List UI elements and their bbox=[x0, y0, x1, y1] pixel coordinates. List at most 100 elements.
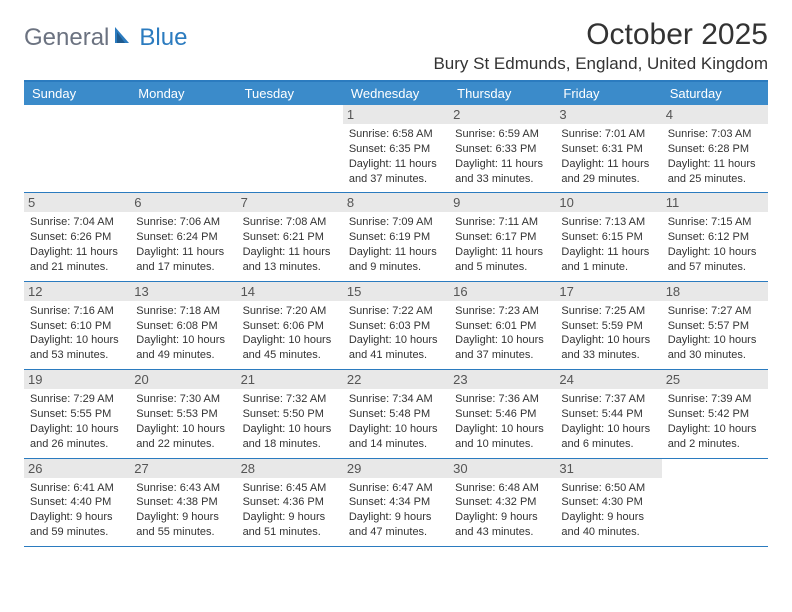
calendar-day-cell: 20Sunrise: 7:30 AMSunset: 5:53 PMDayligh… bbox=[130, 370, 236, 458]
day-number: 5 bbox=[24, 193, 130, 212]
day-header: Thursday bbox=[449, 82, 555, 105]
day-info: Sunrise: 7:03 AMSunset: 6:28 PMDaylight:… bbox=[668, 127, 762, 186]
calendar-table: Sunday Monday Tuesday Wednesday Thursday… bbox=[24, 82, 768, 547]
calendar-week-row: 5 Sunrise: 7:04 AMSunset: 6:26 PMDaylight… bbox=[24, 193, 768, 281]
calendar-day-cell: 13 Sunrise: 7:18 AMSunset: 6:08 PMDayligh… bbox=[130, 281, 236, 369]
day-info: Sunrise: 7:25 AMSunset: 5:59 PMDaylight:… bbox=[561, 304, 655, 363]
calendar-day-cell: 18 Sunrise: 7:27 AMSunset: 5:57 PMDayligh… bbox=[662, 281, 768, 369]
day-info: Sunrise: 6:41 AMSunset: 4:40 PMDaylight:… bbox=[30, 481, 124, 540]
day-number: 6 bbox=[130, 193, 236, 212]
calendar-day-cell: 6Sunrise: 7:06 AMSunset: 6:24 PMDaylight… bbox=[130, 193, 236, 281]
day-info: Sunrise: 7:16 AMSunset: 6:10 PMDaylight:… bbox=[30, 304, 124, 363]
calendar-day-cell: 8 Sunrise: 7:09 AMSunset: 6:19 PMDaylight… bbox=[343, 193, 449, 281]
day-info: Sunrise: 7:18 AMSunset: 6:08 PMDaylight:… bbox=[136, 304, 230, 363]
day-info: Sunrise: 7:23 AMSunset: 6:01 PMDaylight:… bbox=[455, 304, 549, 363]
calendar-day-cell bbox=[662, 458, 768, 546]
logo-text-blue: Blue bbox=[139, 24, 187, 52]
day-number: 18 bbox=[662, 282, 768, 301]
day-number: 29 bbox=[343, 459, 449, 478]
logo: General Blue bbox=[24, 18, 187, 52]
day-info: Sunrise: 7:32 AMSunset: 5:50 PMDaylight:… bbox=[243, 392, 337, 451]
calendar-day-cell bbox=[237, 105, 343, 193]
calendar-day-cell: 19 Sunrise: 7:29 AMSunset: 5:55 PMDayligh… bbox=[24, 370, 130, 458]
day-info: Sunrise: 7:15 AMSunset: 6:12 PMDaylight:… bbox=[668, 215, 762, 274]
day-number: 19 bbox=[24, 370, 130, 389]
day-header: Friday bbox=[555, 82, 661, 105]
calendar-day-cell: 1 Sunrise: 6:58 AMSunset: 6:35 PMDaylight… bbox=[343, 105, 449, 193]
calendar-day-cell: 30Sunrise: 6:48 AMSunset: 4:32 PMDayligh… bbox=[449, 458, 555, 546]
calendar-day-cell: 12 Sunrise: 7:16 AMSunset: 6:10 PMDayligh… bbox=[24, 281, 130, 369]
calendar-day-cell: 26 Sunrise: 6:41 AMSunset: 4:40 PMDayligh… bbox=[24, 458, 130, 546]
logo-sail-icon bbox=[113, 24, 135, 52]
day-info: Sunrise: 7:08 AMSunset: 6:21 PMDaylight:… bbox=[243, 215, 337, 274]
day-info: Sunrise: 6:47 AMSunset: 4:34 PMDaylight:… bbox=[349, 481, 443, 540]
day-number: 23 bbox=[449, 370, 555, 389]
calendar-day-cell: 22 Sunrise: 7:34 AMSunset: 5:48 PMDayligh… bbox=[343, 370, 449, 458]
calendar-day-cell: 14Sunrise: 7:20 AMSunset: 6:06 PMDayligh… bbox=[237, 281, 343, 369]
calendar-day-cell: 23Sunrise: 7:36 AMSunset: 5:46 PMDayligh… bbox=[449, 370, 555, 458]
day-info: Sunrise: 6:59 AMSunset: 6:33 PMDaylight:… bbox=[455, 127, 549, 186]
day-header: Tuesday bbox=[237, 82, 343, 105]
calendar-day-cell: 5 Sunrise: 7:04 AMSunset: 6:26 PMDaylight… bbox=[24, 193, 130, 281]
day-info: Sunrise: 6:58 AMSunset: 6:35 PMDaylight:… bbox=[349, 127, 443, 186]
day-info: Sunrise: 7:13 AMSunset: 6:15 PMDaylight:… bbox=[561, 215, 655, 274]
day-number: 3 bbox=[555, 105, 661, 124]
calendar-day-cell: 11 Sunrise: 7:15 AMSunset: 6:12 PMDayligh… bbox=[662, 193, 768, 281]
day-header: Saturday bbox=[662, 82, 768, 105]
day-header: Monday bbox=[130, 82, 236, 105]
day-number: 30 bbox=[449, 459, 555, 478]
day-number: 11 bbox=[662, 193, 768, 212]
day-number: 21 bbox=[237, 370, 343, 389]
day-info: Sunrise: 7:04 AMSunset: 6:26 PMDaylight:… bbox=[30, 215, 124, 274]
calendar-week-row: 26 Sunrise: 6:41 AMSunset: 4:40 PMDayligh… bbox=[24, 458, 768, 546]
day-header: Sunday bbox=[24, 82, 130, 105]
day-number: 10 bbox=[555, 193, 661, 212]
day-info: Sunrise: 7:09 AMSunset: 6:19 PMDaylight:… bbox=[349, 215, 443, 274]
calendar-day-cell: 24 Sunrise: 7:37 AMSunset: 5:44 PMDayligh… bbox=[555, 370, 661, 458]
header: General Blue October 2025 Bury St Edmund… bbox=[24, 18, 768, 74]
day-number: 13 bbox=[130, 282, 236, 301]
day-number: 28 bbox=[237, 459, 343, 478]
calendar-week-row: 19 Sunrise: 7:29 AMSunset: 5:55 PMDayligh… bbox=[24, 370, 768, 458]
calendar-day-cell: 28 Sunrise: 6:45 AMSunset: 4:36 PMDayligh… bbox=[237, 458, 343, 546]
calendar-day-cell bbox=[130, 105, 236, 193]
calendar-day-cell: 31Sunrise: 6:50 AMSunset: 4:30 PMDayligh… bbox=[555, 458, 661, 546]
day-number: 12 bbox=[24, 282, 130, 301]
day-number: 24 bbox=[555, 370, 661, 389]
title-block: October 2025 Bury St Edmunds, England, U… bbox=[433, 18, 768, 74]
calendar-week-row: 12 Sunrise: 7:16 AMSunset: 6:10 PMDayligh… bbox=[24, 281, 768, 369]
day-number: 8 bbox=[343, 193, 449, 212]
calendar-week-row: 1 Sunrise: 6:58 AMSunset: 6:35 PMDaylight… bbox=[24, 105, 768, 193]
day-info: Sunrise: 7:34 AMSunset: 5:48 PMDaylight:… bbox=[349, 392, 443, 451]
day-number: 7 bbox=[237, 193, 343, 212]
day-number: 9 bbox=[449, 193, 555, 212]
day-info: Sunrise: 7:22 AMSunset: 6:03 PMDaylight:… bbox=[349, 304, 443, 363]
calendar-day-cell: 25Sunrise: 7:39 AMSunset: 5:42 PMDayligh… bbox=[662, 370, 768, 458]
day-number: 31 bbox=[555, 459, 661, 478]
day-info: Sunrise: 7:39 AMSunset: 5:42 PMDaylight:… bbox=[668, 392, 762, 451]
day-number: 22 bbox=[343, 370, 449, 389]
calendar-day-cell: 3 Sunrise: 7:01 AMSunset: 6:31 PMDaylight… bbox=[555, 105, 661, 193]
day-info: Sunrise: 7:29 AMSunset: 5:55 PMDaylight:… bbox=[30, 392, 124, 451]
calendar-day-cell: 7 Sunrise: 7:08 AMSunset: 6:21 PMDaylight… bbox=[237, 193, 343, 281]
day-number: 1 bbox=[343, 105, 449, 124]
day-number: 2 bbox=[449, 105, 555, 124]
calendar-day-cell: 2 Sunrise: 6:59 AMSunset: 6:33 PMDaylight… bbox=[449, 105, 555, 193]
calendar-day-cell: 27Sunrise: 6:43 AMSunset: 4:38 PMDayligh… bbox=[130, 458, 236, 546]
day-info: Sunrise: 6:45 AMSunset: 4:36 PMDaylight:… bbox=[243, 481, 337, 540]
day-number: 17 bbox=[555, 282, 661, 301]
calendar-day-cell: 4 Sunrise: 7:03 AMSunset: 6:28 PMDaylight… bbox=[662, 105, 768, 193]
day-info: Sunrise: 7:27 AMSunset: 5:57 PMDaylight:… bbox=[668, 304, 762, 363]
calendar-day-cell bbox=[24, 105, 130, 193]
day-number: 20 bbox=[130, 370, 236, 389]
day-info: Sunrise: 7:01 AMSunset: 6:31 PMDaylight:… bbox=[561, 127, 655, 186]
calendar-day-cell: 15Sunrise: 7:22 AMSunset: 6:03 PMDayligh… bbox=[343, 281, 449, 369]
day-number: 14 bbox=[237, 282, 343, 301]
day-info: Sunrise: 7:37 AMSunset: 5:44 PMDaylight:… bbox=[561, 392, 655, 451]
day-number: 4 bbox=[662, 105, 768, 124]
day-number: 16 bbox=[449, 282, 555, 301]
calendar-day-cell: 9Sunrise: 7:11 AMSunset: 6:17 PMDaylight… bbox=[449, 193, 555, 281]
calendar-day-cell: 10 Sunrise: 7:13 AMSunset: 6:15 PMDayligh… bbox=[555, 193, 661, 281]
day-info: Sunrise: 6:43 AMSunset: 4:38 PMDaylight:… bbox=[136, 481, 230, 540]
day-number: 26 bbox=[24, 459, 130, 478]
